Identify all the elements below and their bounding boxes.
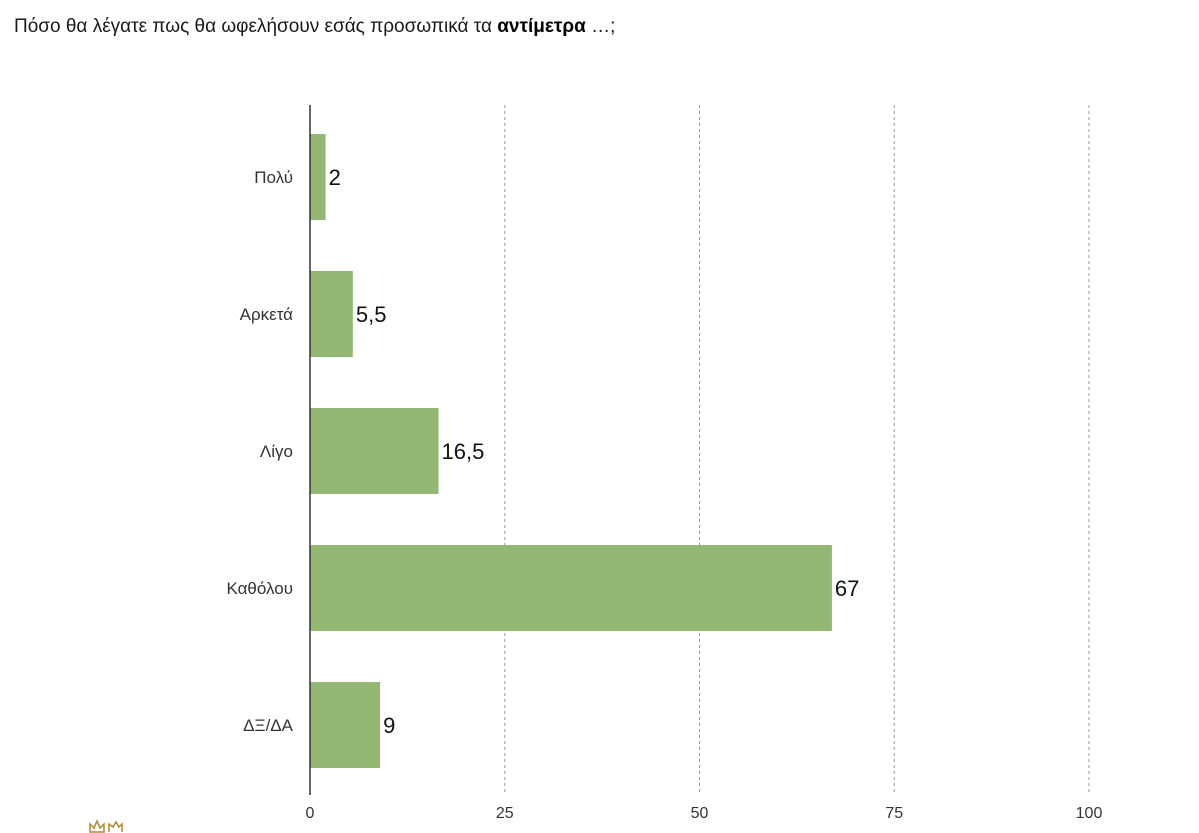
chart-title: Πόσο θα λέγατε πως θα ωφελήσουν εσάς προ… [14,16,615,38]
bar-value-label: 2 [329,165,341,190]
x-tick-label: 0 [306,805,315,822]
bar [310,545,832,631]
bar [310,682,381,768]
bar [310,408,439,494]
bar-value-label: 67 [835,576,859,601]
x-tick-label: 75 [885,805,903,822]
chart-title-text: Πόσο θα λέγατε πως θα ωφελήσουν εσάς προ… [14,16,492,37]
bar-value-label: 9 [383,713,395,738]
category-label: Λίγο [260,442,293,461]
bar-value-label: 5,5 [356,302,387,327]
x-tick-label: 50 [691,805,709,822]
bar [310,271,353,357]
bar-value-label: 16,5 [442,439,485,464]
x-tick-label: 25 [496,805,514,822]
category-label: Καθόλου [226,579,293,598]
category-label: Πολύ [254,168,293,187]
category-label: ΔΞ/ΔΑ [243,716,293,735]
x-tick-label: 100 [1076,805,1103,822]
chart-title-suffix: …; [591,16,616,37]
category-label: Αρκετά [240,305,294,324]
bar [310,134,326,220]
crown-logo-icon [89,819,123,833]
chart-title-emphasis: αντίμετρα [497,16,586,37]
